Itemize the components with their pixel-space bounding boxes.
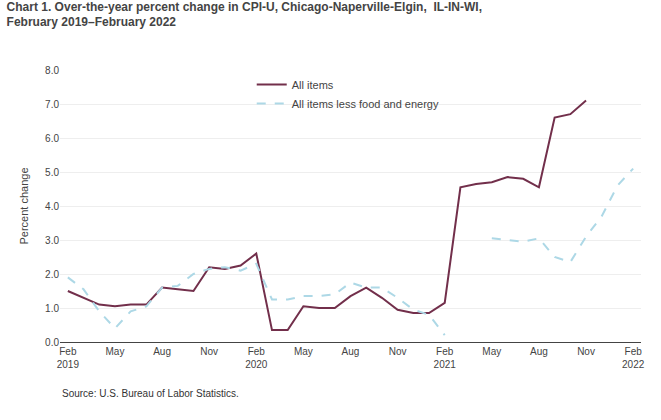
svg-text:Feb2022: Feb2022	[622, 346, 645, 370]
svg-text:Feb2019: Feb2019	[57, 346, 80, 370]
svg-text:Nov: Nov	[389, 346, 407, 357]
svg-text:May: May	[482, 346, 501, 357]
svg-text:May: May	[106, 346, 125, 357]
svg-text:7.0: 7.0	[45, 99, 59, 110]
svg-text:All items: All items	[292, 79, 334, 91]
svg-text:Feb2021: Feb2021	[434, 346, 457, 370]
svg-text:Aug: Aug	[153, 346, 171, 357]
svg-text:3.0: 3.0	[45, 235, 59, 246]
svg-text:Aug: Aug	[530, 346, 548, 357]
svg-text:2.0: 2.0	[45, 269, 59, 280]
svg-text:May: May	[294, 346, 313, 357]
svg-text:Percent change: Percent change	[18, 167, 30, 244]
svg-text:Nov: Nov	[200, 346, 218, 357]
svg-text:4.0: 4.0	[45, 201, 59, 212]
svg-text:Source: U.S. Bureau of Labor S: Source: U.S. Bureau of Labor Statistics.	[62, 388, 239, 399]
svg-text:Chart 1. Over-the-year percent: Chart 1. Over-the-year percent change in…	[7, 0, 482, 29]
svg-text:8.0: 8.0	[45, 65, 59, 76]
svg-text:All items less food and energy: All items less food and energy	[292, 98, 439, 110]
svg-text:Aug: Aug	[342, 346, 360, 357]
svg-text:6.0: 6.0	[45, 133, 59, 144]
svg-text:1.0: 1.0	[45, 303, 59, 314]
svg-text:Feb2020: Feb2020	[245, 346, 268, 370]
svg-text:5.0: 5.0	[45, 167, 59, 178]
svg-text:Nov: Nov	[577, 346, 595, 357]
svg-text:0.0: 0.0	[45, 337, 59, 348]
